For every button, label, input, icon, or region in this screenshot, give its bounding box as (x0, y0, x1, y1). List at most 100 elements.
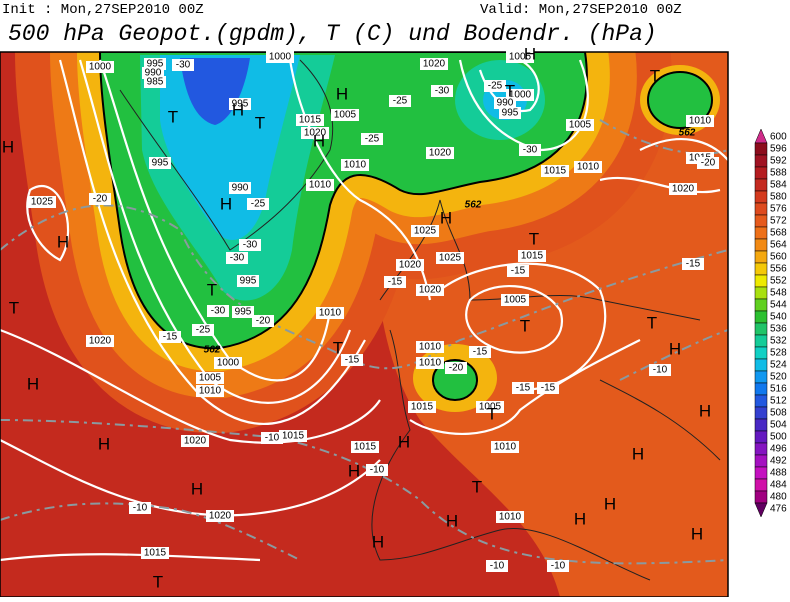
pressure-label: 1010 (309, 180, 332, 191)
colorbar-cap (754, 502, 768, 518)
colorbar-swatch (754, 370, 768, 384)
pressure-label: 1000 (89, 62, 112, 73)
high-marker: H (669, 339, 681, 358)
temperature-label-box (226, 252, 248, 264)
colorbar-swatch (754, 454, 768, 468)
colorbar-label: 600 (770, 132, 787, 143)
pressure-label: 985 (147, 77, 164, 88)
pressure-label: 1010 (689, 116, 712, 127)
temperature-label: -30 (176, 60, 191, 71)
temperature-label: -10 (265, 433, 280, 444)
colorbar-swatch (754, 310, 768, 324)
low-marker: T (529, 229, 539, 248)
pressure-label-box (669, 183, 697, 195)
pressure-label-box (408, 401, 436, 413)
temperature-label-box (207, 305, 229, 317)
temperature-label: -25 (196, 325, 211, 336)
low-marker: T (472, 477, 482, 496)
pressure-label: 1010 (319, 308, 342, 319)
pressure-label: 1000 (269, 52, 292, 63)
temperature-label: -20 (701, 158, 716, 169)
pressure-label: 1020 (419, 285, 442, 296)
pressure-label-box (494, 97, 516, 109)
pressure-label-box (86, 335, 114, 347)
pressure-label: 1025 (439, 253, 462, 264)
low-marker: T (333, 338, 343, 357)
high-marker: H (313, 131, 325, 150)
colorbar-swatch (754, 214, 768, 228)
colorbar-swatch (754, 142, 768, 156)
pressure-label: 1010 (577, 162, 600, 173)
colorbar-swatch (754, 190, 768, 204)
low-marker: T (505, 81, 515, 100)
temperature-label: -30 (243, 240, 258, 251)
colorbar-label: 540 (770, 312, 787, 323)
temperature-label-box (252, 315, 274, 327)
temperature-label: -15 (163, 332, 178, 343)
pressure-label: 1020 (672, 184, 695, 195)
pressure-label: 1015 (544, 166, 567, 177)
pressure-label: 990 (145, 68, 162, 79)
pressure-label: 1010 (419, 358, 442, 369)
temperature-label-box (384, 276, 406, 288)
pressure-label-box (237, 275, 259, 287)
pressure-label: 1025 (31, 197, 54, 208)
colorbar-swatch (754, 418, 768, 432)
temperature-label-box (547, 560, 569, 572)
temperature-label-box (239, 239, 261, 251)
pressure-label-box (496, 511, 524, 523)
temperature-label: -30 (230, 253, 245, 264)
pressure-label-box (416, 357, 444, 369)
temperature-label-box (129, 502, 151, 514)
pressure-label-box (149, 157, 171, 169)
pressure-label: 1020 (89, 336, 112, 347)
colorbar-label: 556 (770, 264, 787, 275)
temperature-label: -30 (211, 306, 226, 317)
pressure-label: 1015 (299, 115, 322, 126)
pressure-label: 990 (232, 183, 249, 194)
pressure-label-box (341, 159, 369, 171)
pressure-label: 995 (152, 158, 169, 169)
low-marker: T (487, 404, 497, 423)
temperature-label: -25 (365, 134, 380, 145)
colorbar-label: 480 (770, 492, 787, 503)
temperature-label: -10 (551, 561, 566, 572)
pressure-label: 995 (235, 307, 252, 318)
pressure-label-box (229, 98, 251, 110)
contour-label: 562 (679, 128, 696, 139)
colorbar-swatch (754, 430, 768, 444)
pressure-label: 995 (147, 59, 164, 70)
pressure-label-box (181, 435, 209, 447)
pressure-label-box (229, 182, 251, 194)
high-marker: H (220, 194, 232, 213)
init-time: Init : Mon,27SEP2010 00Z (2, 2, 204, 18)
temperature-label: -20 (93, 194, 108, 205)
temperature-label-box (445, 362, 467, 374)
colorbar-label: 524 (770, 360, 787, 371)
high-marker: H (2, 137, 14, 156)
colorbar-label: 584 (770, 180, 787, 191)
low-marker: T (650, 66, 660, 85)
pressure-label-box (501, 294, 529, 306)
colorbar-label: 576 (770, 204, 787, 215)
colorbar-label: 488 (770, 468, 787, 479)
high-marker: H (398, 432, 410, 451)
temperature-label-box (172, 59, 194, 71)
pressure-label: 1015 (521, 251, 544, 262)
contour-label: 562 (465, 200, 482, 211)
pressure-label-box (296, 114, 324, 126)
pressure-label: 1005 (569, 120, 592, 131)
temperature-label-box (697, 157, 719, 169)
colorbar-label: 484 (770, 480, 787, 491)
temperature-label-box (361, 133, 383, 145)
colorbar-swatch (754, 382, 768, 396)
temperature-label: -15 (388, 277, 403, 288)
pressure-label: 1020 (209, 511, 232, 522)
colorbar-swatch (754, 274, 768, 288)
high-marker: H (446, 511, 458, 530)
pressure-label: 990 (497, 98, 514, 109)
temperature-label-box (366, 464, 388, 476)
colorbar-label: 528 (770, 348, 787, 359)
colorbar-swatch (754, 358, 768, 372)
pressure-label-box (232, 306, 254, 318)
